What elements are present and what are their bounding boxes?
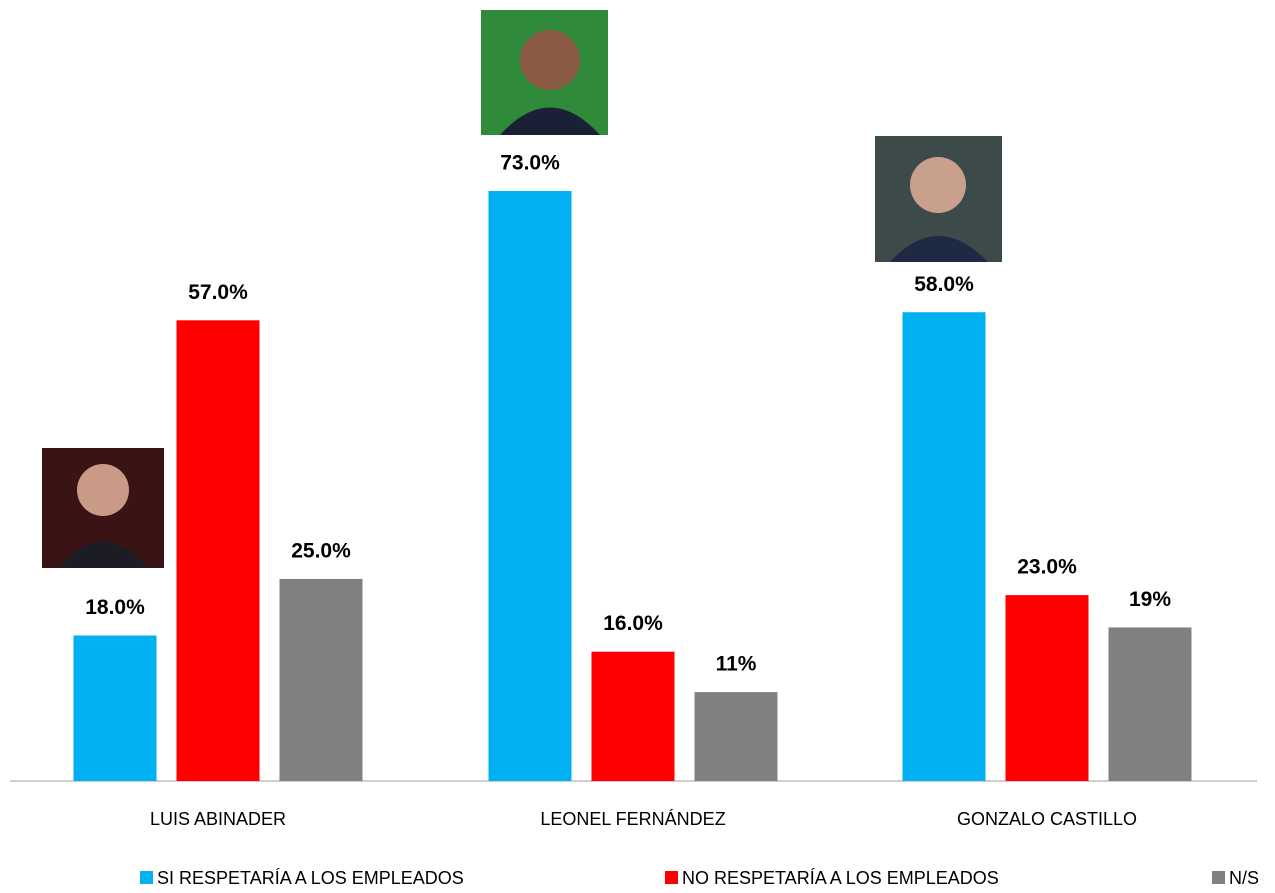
bar bbox=[177, 320, 260, 781]
value-label: 58.0% bbox=[914, 273, 974, 296]
bar bbox=[695, 692, 778, 781]
bar bbox=[903, 312, 986, 781]
bar bbox=[1109, 627, 1192, 781]
photo bbox=[875, 136, 1002, 262]
chart: LUIS ABINADER 18.0% 57.0% 25.0% LEONEL FERNÁ… bbox=[0, 0, 1275, 888]
value-label: 11% bbox=[716, 653, 757, 676]
value-label: 19% bbox=[1129, 588, 1171, 611]
legend-label: N/S bbox=[1229, 868, 1259, 888]
x-tick-label: LUIS ABINADER bbox=[150, 809, 286, 829]
x-tick-label: LEONEL FERNÁNDEZ bbox=[540, 809, 725, 829]
value-label: 25.0% bbox=[291, 539, 351, 562]
legend-swatch bbox=[665, 871, 678, 884]
photo bbox=[42, 448, 164, 568]
photo bbox=[481, 10, 608, 135]
bar bbox=[489, 191, 572, 781]
bar bbox=[1006, 595, 1089, 781]
value-label: 18.0% bbox=[85, 596, 145, 619]
legend-swatch bbox=[1212, 871, 1225, 884]
bar bbox=[74, 636, 157, 781]
legend-label: SI RESPETARÍA A LOS EMPLEADOS bbox=[157, 868, 464, 888]
value-label: 73.0% bbox=[500, 152, 560, 175]
value-label: 23.0% bbox=[1017, 556, 1077, 579]
x-tick-label: GONZALO CASTILLO bbox=[957, 809, 1137, 829]
legend-swatch bbox=[140, 871, 153, 884]
bar bbox=[280, 579, 363, 781]
bar bbox=[592, 652, 675, 781]
value-label: 57.0% bbox=[188, 281, 248, 304]
legend-label: NO RESPETARÍA A LOS EMPLEADOS bbox=[682, 868, 999, 888]
value-label: 16.0% bbox=[603, 612, 663, 635]
